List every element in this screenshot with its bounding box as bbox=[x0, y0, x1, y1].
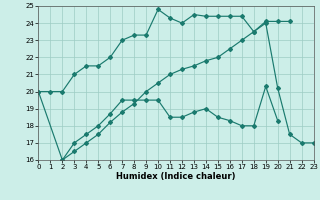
X-axis label: Humidex (Indice chaleur): Humidex (Indice chaleur) bbox=[116, 172, 236, 181]
